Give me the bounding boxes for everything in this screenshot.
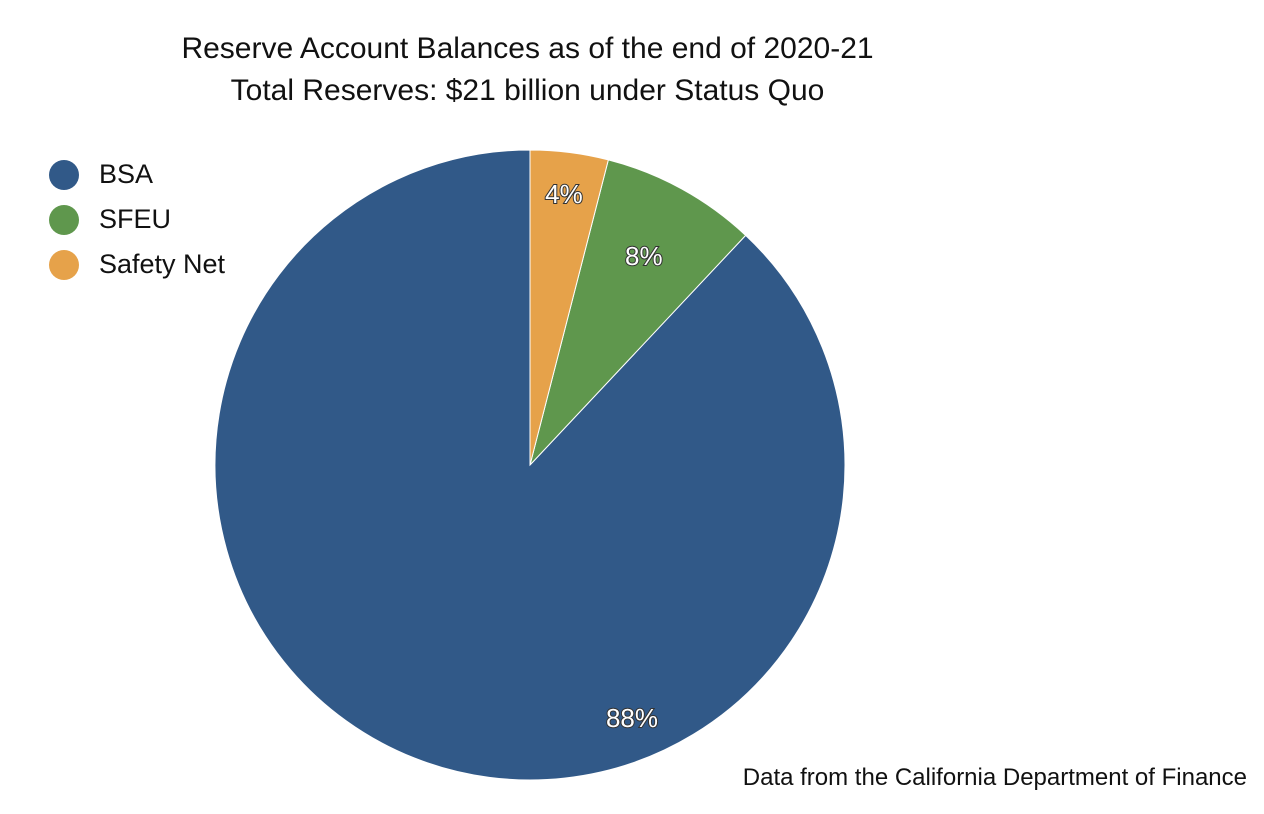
data-label-bsa: 88%	[606, 703, 658, 733]
legend-label-sfeu: SFEU	[99, 204, 172, 234]
legend-item-safety-net: Safety Net	[49, 242, 225, 287]
legend-swatch-safety-net	[49, 249, 79, 280]
chart-title: Reserve Account Balances as of the end o…	[181, 32, 874, 65]
legend-item-bsa: BSA	[49, 152, 225, 197]
pie-slice-sfeu	[529, 159, 747, 466]
legend: BSA SFEU Safety Net	[49, 152, 225, 287]
legend-item-sfeu: SFEU	[49, 197, 225, 242]
data-label-safety-net: 4%	[545, 179, 583, 209]
chart-subtitle: Total Reserves: $21 billion under Status…	[230, 74, 825, 107]
legend-swatch-bsa	[49, 159, 79, 190]
legend-label-safety-net: Safety Net	[99, 249, 226, 279]
chart-title-block: Reserve Account Balances as of the end o…	[0, 28, 1055, 112]
pie-slice-safety-net	[529, 149, 609, 466]
data-label-sfeu: 8%	[625, 241, 663, 271]
source-note: Data from the California Department of F…	[742, 764, 1247, 791]
legend-swatch-sfeu	[49, 204, 79, 235]
legend-label-bsa: BSA	[99, 159, 154, 189]
